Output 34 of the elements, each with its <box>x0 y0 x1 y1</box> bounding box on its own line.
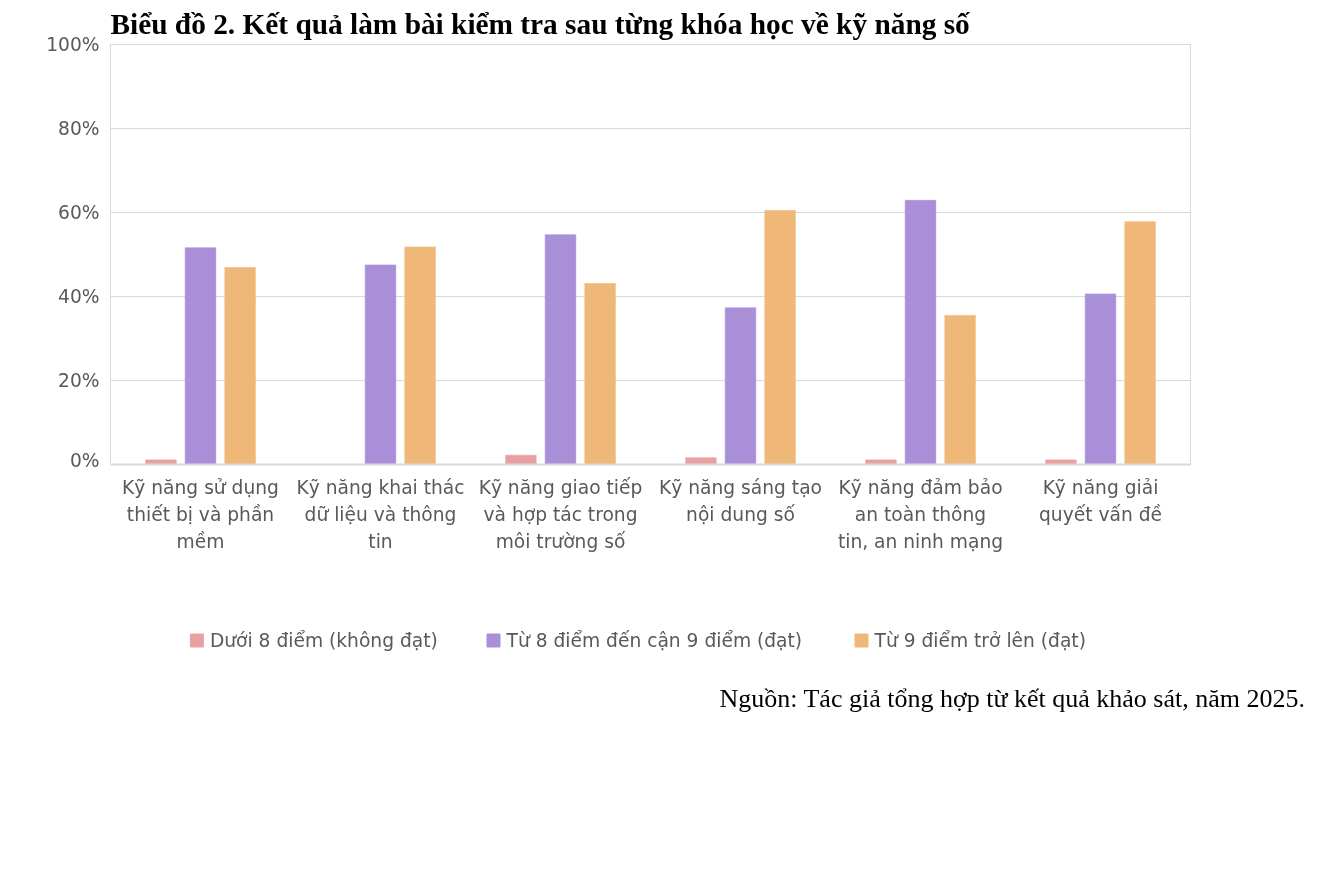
bar <box>224 267 256 465</box>
x-tick-label: Kỹ năng sáng tạo nội dung số <box>659 476 822 525</box>
x-tick-label: Kỹ năng sử dụng thiết bị và phần mềm <box>122 476 279 553</box>
x-tick-label: Kỹ năng giải quyết vấn đề <box>1039 476 1162 525</box>
chart-title: Biểu đồ 2. Kết quả làm bài kiểm tra sau từng khóa học về kỹ năng số <box>110 7 971 40</box>
legend-label: Từ 9 điểm trở lên (đạt) <box>873 630 1086 651</box>
bar <box>184 247 217 465</box>
bar <box>865 459 897 465</box>
bar <box>764 210 796 465</box>
text: Nguồn: Tác giả tổng hợp từ kết quả khảo sát, năm 2025. <box>719 683 1305 715</box>
bar <box>944 315 976 465</box>
bar <box>505 454 537 465</box>
y-tick-label: 60% <box>58 202 100 223</box>
y-tick-label: 100% <box>46 34 100 55</box>
y-tick-label: 80% <box>58 118 100 139</box>
bar <box>1124 221 1156 465</box>
legend-label: Từ 8 điểm đến cận 9 điểm (đạt) <box>505 630 803 651</box>
legend-label: Dưới 8 điểm (không đạt) <box>209 630 438 651</box>
bar <box>584 283 616 465</box>
y-tick-label: 0% <box>69 449 100 471</box>
bar <box>685 457 717 465</box>
y-tick-label: 20% <box>58 370 100 391</box>
x-tick-label: Kỹ năng khai thác dữ liệu và thông tin <box>296 476 465 553</box>
x-tick-label: Kỹ năng đảm bảo an toàn thông tin, an ninh mạng <box>837 476 1004 553</box>
y-tick-label: 40% <box>58 286 100 307</box>
bar <box>904 200 937 465</box>
bar <box>1084 293 1117 465</box>
bar <box>364 264 397 465</box>
bar <box>145 459 177 465</box>
bar <box>544 234 577 465</box>
bar <box>1045 459 1077 465</box>
bar <box>724 307 757 465</box>
x-tick-label: Kỹ năng giao tiếp và hợp tác trong môi trường số <box>478 476 643 553</box>
bar <box>404 246 436 465</box>
